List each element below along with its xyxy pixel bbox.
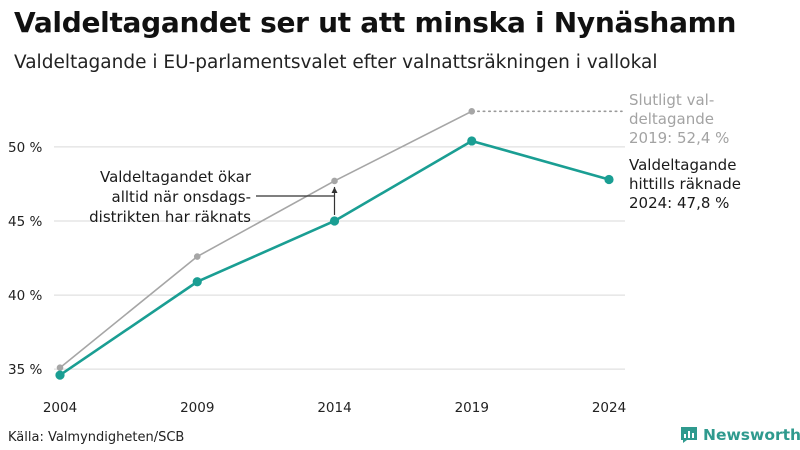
final-turnout-label-line: Slutligt val- <box>629 91 714 109</box>
x-tick-label: 2024 <box>592 400 626 416</box>
series <box>55 108 614 380</box>
brand-name: Newsworthy <box>703 426 800 444</box>
y-tick-label: 50 % <box>8 140 42 156</box>
data-point-final <box>56 364 64 371</box>
counted-turnout-label-line: hittills räknade <box>629 175 741 193</box>
y-tick-label: 45 % <box>8 214 42 230</box>
annotation-arrowhead <box>331 186 338 193</box>
data-point-final <box>331 177 338 185</box>
annotations: Slutligt val-deltagande 2019: 52,4 % Valde… <box>89 91 741 226</box>
x-axis-ticks: 2004 2009 2014 2019 2024 <box>43 400 626 416</box>
final-turnout-label: Slutligt val-deltagande 2019: 52,4 % <box>629 91 729 147</box>
x-tick-label: 2014 <box>317 400 351 416</box>
data-point-counted <box>192 277 202 287</box>
final-turnout-label-line: deltagande <box>629 110 714 128</box>
x-tick-label: 2019 <box>455 400 489 416</box>
chart-subtitle: Valdeltagande i EU-parlamentsvalet efter… <box>14 52 658 73</box>
data-point-counted <box>604 174 614 185</box>
counted-turnout-label-line: 2024: 47,8 % <box>629 194 729 212</box>
counted-turnout-label: Valdeltagande hittills räknade 2024: 47,8 … <box>629 156 741 212</box>
data-point-counted <box>329 216 340 226</box>
y-tick-label: 35 % <box>8 362 42 378</box>
gap-note-line: alltid när onsdags- <box>112 188 251 206</box>
gap-note-line: distrikten har räknats <box>89 208 251 226</box>
data-point-counted <box>467 136 477 146</box>
y-axis-ticks: 35 % 40 % 45 % 50 % <box>8 140 42 378</box>
y-tick-label: 40 % <box>8 288 42 304</box>
final-turnout-label-line: 2019: 52,4 % <box>629 129 729 147</box>
x-tick-label: 2004 <box>43 400 77 416</box>
x-tick-label: 2009 <box>180 400 214 416</box>
counted-turnout-label-line: Valdeltagande <box>629 156 736 174</box>
newsworthy-logo-icon <box>681 427 697 443</box>
data-point-final <box>193 253 201 260</box>
data-point-counted <box>55 370 65 380</box>
gap-note: Valdeltagandet ökar alltid när onsdags-di… <box>89 168 252 226</box>
chart-title: Valdeltagandet ser ut att minska i Nynäs… <box>14 6 737 39</box>
newsworthy-brand[interactable]: Newsworthy <box>680 426 800 444</box>
gap-note-line: Valdeltagandet ökar <box>100 168 252 186</box>
series-line-final <box>59 110 473 369</box>
source-note: Källa: Valmyndigheten/SCB <box>8 430 185 445</box>
data-point-final <box>468 108 476 115</box>
